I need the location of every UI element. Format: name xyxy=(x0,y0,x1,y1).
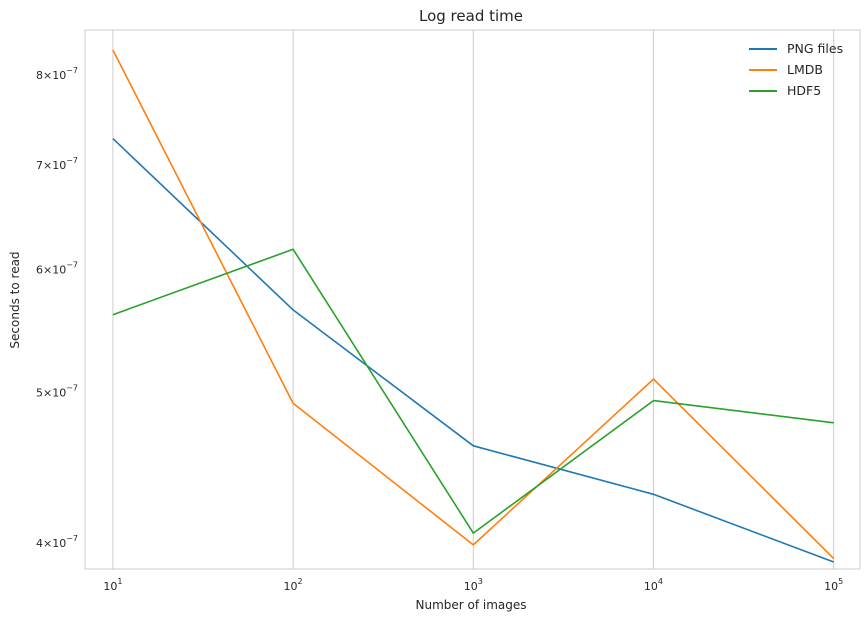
legend: PNG files LMDB HDF5 xyxy=(749,41,843,98)
legend-label-hdf5: HDF5 xyxy=(787,83,821,98)
series-line-lmdb xyxy=(112,49,835,560)
y-tick-label-1: 5×10−7 xyxy=(36,383,78,399)
series-lines xyxy=(112,49,835,563)
chart-title: Log read time xyxy=(419,7,523,25)
legend-label-lmdb: LMDB xyxy=(787,62,823,77)
legend-label-png-files: PNG files xyxy=(787,41,843,56)
x-tick-label-1: 102 xyxy=(284,577,303,593)
series-line-hdf5 xyxy=(112,248,834,534)
x-tick-labels: 101 102 103 104 105 xyxy=(103,577,843,593)
x-axis-label: Number of images xyxy=(415,598,526,612)
y-tick-label-4: 8×10−7 xyxy=(36,66,78,82)
y-tick-labels: 4×10−7 5×10−7 6×10−7 7×10−7 8×10−7 xyxy=(36,66,78,550)
x-tick-label-3: 104 xyxy=(644,577,663,593)
y-tick-label-3: 7×10−7 xyxy=(36,156,78,172)
y-tick-label-0: 4×10−7 xyxy=(36,534,78,550)
x-tick-label-2: 103 xyxy=(464,577,483,593)
x-tick-label-0: 101 xyxy=(103,577,122,593)
grid-lines xyxy=(112,30,835,569)
y-tick-label-2: 6×10−7 xyxy=(36,260,78,276)
plot-area-frame xyxy=(84,29,861,570)
x-tick-label-4: 105 xyxy=(824,577,843,593)
series-line-png-files xyxy=(112,138,834,563)
y-axis-label: Seconds to read xyxy=(8,251,22,348)
